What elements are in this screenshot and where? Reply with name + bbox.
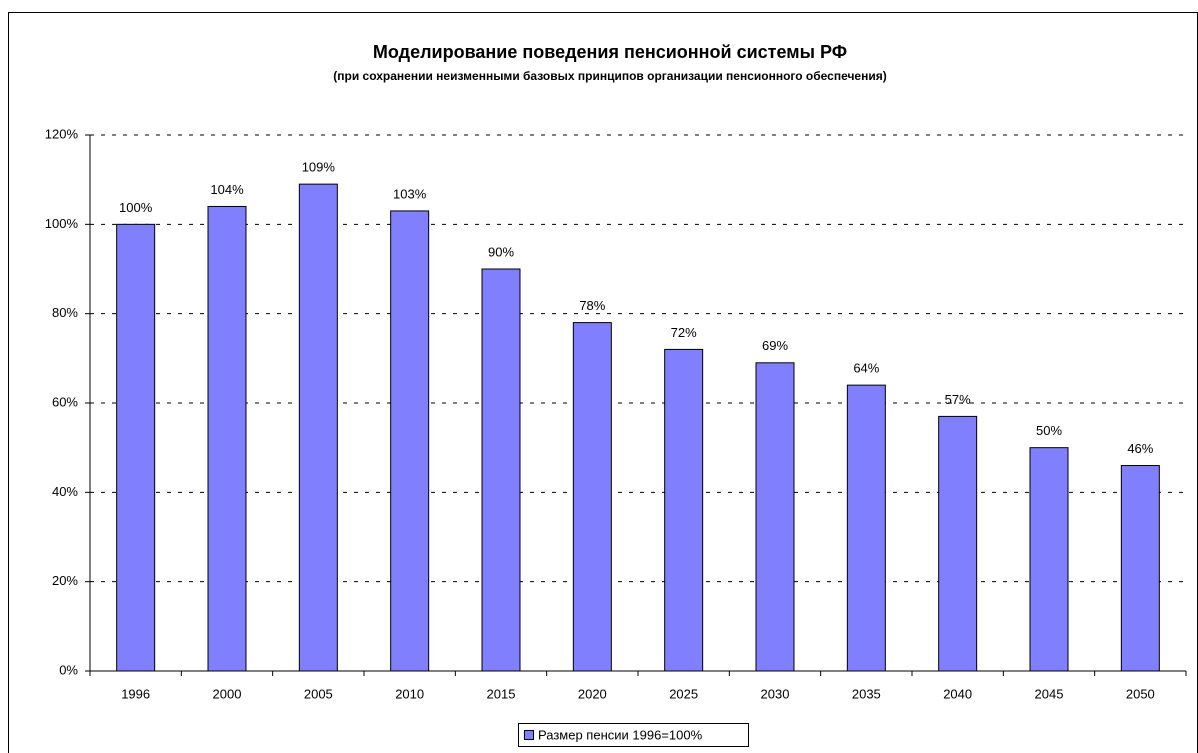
bar — [664, 348, 704, 672]
x-tick-label: 2000 — [213, 686, 242, 701]
value-label: 69% — [762, 338, 788, 353]
y-tick-label: 80% — [52, 305, 78, 320]
x-tick-label: 2015 — [487, 686, 516, 701]
chart-title: Моделирование поведения пенсионной систе… — [373, 42, 847, 62]
bar — [116, 223, 156, 672]
x-tick-label: 2040 — [943, 686, 972, 701]
bar — [1120, 465, 1160, 672]
y-tick-label: 100% — [45, 216, 79, 231]
legend-box — [518, 723, 749, 747]
x-tick-label: 2050 — [1126, 686, 1155, 701]
value-label: 50% — [1036, 423, 1062, 438]
bar — [572, 322, 612, 672]
value-label: 100% — [119, 200, 153, 215]
x-tick-label: 2030 — [761, 686, 790, 701]
bar — [846, 384, 886, 672]
bar — [481, 268, 521, 672]
bar — [1029, 447, 1069, 672]
bar — [755, 362, 795, 672]
value-label: 57% — [945, 392, 971, 407]
x-tick-label: 2025 — [669, 686, 698, 701]
x-tick-label: 2045 — [1035, 686, 1064, 701]
y-tick-label: 0% — [59, 662, 78, 677]
bar — [207, 205, 247, 672]
legend-label: Размер пенсии 1996=100% — [538, 727, 703, 742]
value-label: 104% — [210, 182, 244, 197]
bar — [298, 183, 338, 672]
value-label: 64% — [853, 361, 879, 376]
value-label: 78% — [579, 298, 605, 313]
value-label: 46% — [1127, 441, 1153, 456]
y-tick-label: 40% — [52, 484, 78, 499]
value-label: 109% — [302, 160, 336, 175]
value-label: 90% — [488, 244, 514, 259]
x-tick-label: 2020 — [578, 686, 607, 701]
bar — [390, 210, 430, 672]
y-tick-label: 60% — [52, 394, 78, 409]
bar — [938, 415, 978, 672]
x-tick-label: 2035 — [852, 686, 881, 701]
x-tick-label: 1996 — [121, 686, 150, 701]
x-tick-label: 2010 — [395, 686, 424, 701]
legend-swatch — [524, 730, 534, 740]
y-tick-label: 120% — [45, 126, 79, 141]
x-tick-label: 2005 — [304, 686, 333, 701]
y-tick-label: 20% — [52, 573, 78, 588]
value-label: 103% — [393, 186, 427, 201]
chart-subtitle: (при сохранении неизменными базовых прин… — [333, 69, 886, 83]
value-label: 72% — [671, 325, 697, 340]
